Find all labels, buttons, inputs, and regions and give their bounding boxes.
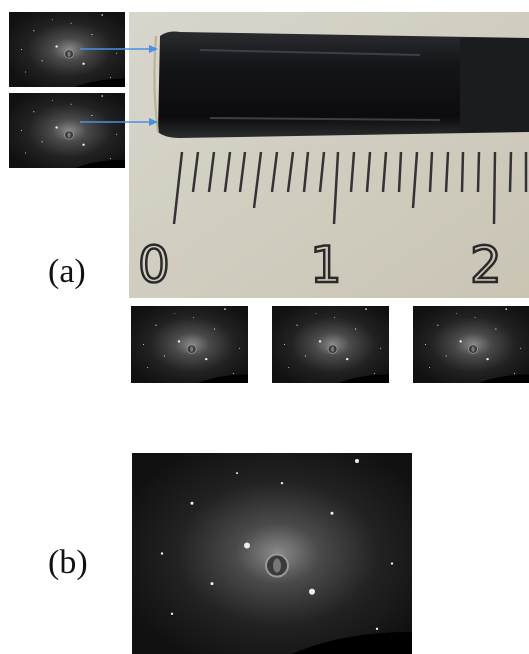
- diffraction-image: [131, 306, 248, 383]
- diffraction-image: [272, 306, 389, 383]
- diffraction-image: [9, 93, 125, 168]
- ruler-label: 0: [138, 236, 170, 294]
- panel-label: (a): [48, 253, 86, 290]
- ruler-ticks: [172, 151, 528, 225]
- arrows: [80, 45, 158, 126]
- ruler-label: 2: [470, 236, 502, 294]
- diffraction-image: [413, 306, 529, 383]
- diffraction-image-large: [132, 453, 412, 654]
- ruler-label: 1: [310, 236, 342, 294]
- photo: 0 1 2: [129, 12, 529, 298]
- panel-label: (b): [48, 544, 88, 581]
